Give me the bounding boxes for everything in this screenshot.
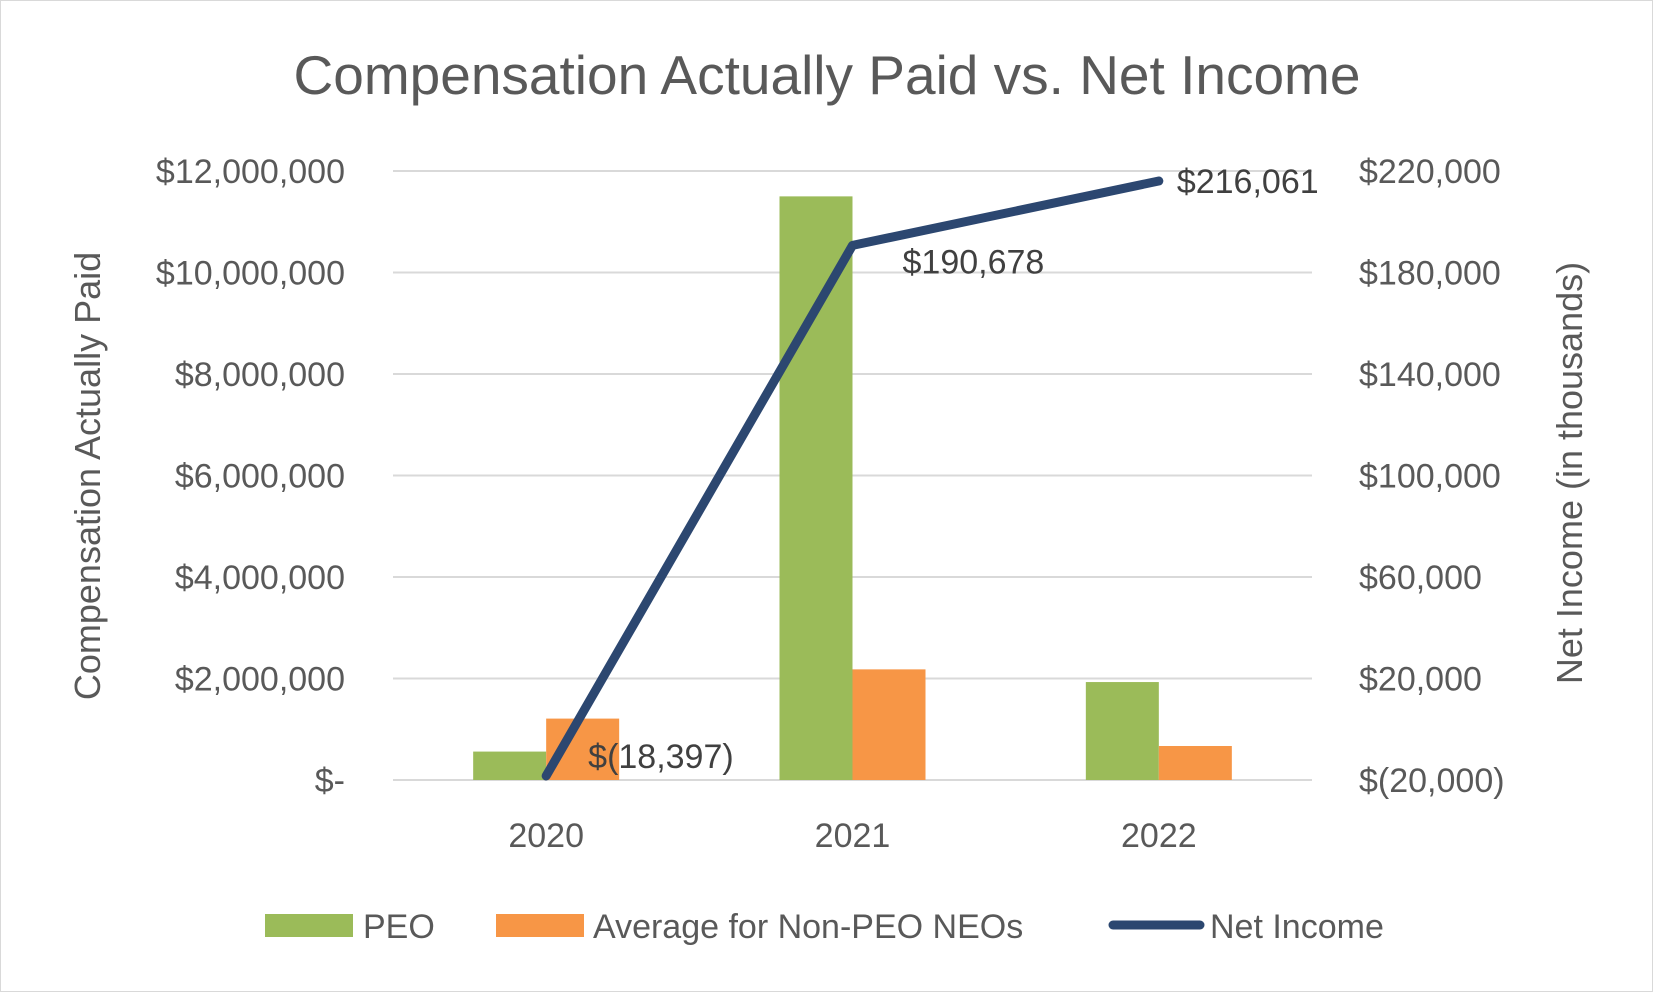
left-axis-title: Compensation Actually Paid <box>67 252 108 700</box>
left-tick-label: $10,000,000 <box>156 255 345 293</box>
right-tick-label: $140,000 <box>1359 356 1501 394</box>
x-axis-ticks: 2020 2021 2022 <box>508 817 1196 855</box>
left-tick-label: $12,000,000 <box>156 153 345 191</box>
bar-non-peo <box>1158 745 1232 780</box>
legend-label-net-income: Net Income <box>1210 908 1384 946</box>
right-tick-label: $(20,000) <box>1359 762 1505 800</box>
data-labels: $(18,397) $190,678 $216,061 <box>588 163 1318 776</box>
right-tick-label: $220,000 <box>1359 153 1501 191</box>
bars <box>473 196 1232 780</box>
left-tick-label: $2,000,000 <box>175 661 345 699</box>
right-tick-label: $180,000 <box>1359 255 1501 293</box>
legend-swatch-peo <box>265 914 353 937</box>
legend-label-non-peo: Average for Non-PEO NEOs <box>593 908 1023 946</box>
x-tick-label: 2020 <box>508 817 584 855</box>
legend: PEO Average for Non-PEO NEOs Net Income <box>265 908 1384 946</box>
right-tick-label: $60,000 <box>1359 559 1482 597</box>
right-tick-label: $20,000 <box>1359 661 1482 699</box>
right-axis-title: Net Income (in thousands) <box>1549 262 1590 684</box>
legend-label-peo: PEO <box>363 908 435 946</box>
left-tick-label: $- <box>315 762 345 800</box>
left-tick-label: $6,000,000 <box>175 458 345 496</box>
net-income-data-label: $190,678 <box>903 243 1045 281</box>
bar-peo <box>1085 682 1159 780</box>
bar-peo <box>473 751 547 780</box>
x-tick-label: 2022 <box>1121 817 1197 855</box>
net-income-series <box>541 176 1164 781</box>
legend-swatch-non-peo <box>496 914 584 937</box>
bar-peo <box>779 196 853 780</box>
left-axis-ticks: $- $2,000,000 $4,000,000 $6,000,000 $8,000,0… <box>156 153 345 800</box>
x-tick-label: 2021 <box>815 817 891 855</box>
bar-non-peo <box>852 669 926 780</box>
net-income-data-label: $216,061 <box>1177 163 1319 201</box>
left-tick-label: $4,000,000 <box>175 559 345 597</box>
chart-title: Compensation Actually Paid vs. Net Incom… <box>294 44 1361 106</box>
left-tick-label: $8,000,000 <box>175 356 345 394</box>
right-axis-ticks: $(20,000) $20,000 $60,000 $100,000 $140,000 $… <box>1359 153 1505 800</box>
right-tick-label: $100,000 <box>1359 458 1501 496</box>
net-income-line <box>541 176 1164 781</box>
net-income-data-label: $(18,397) <box>588 738 734 776</box>
